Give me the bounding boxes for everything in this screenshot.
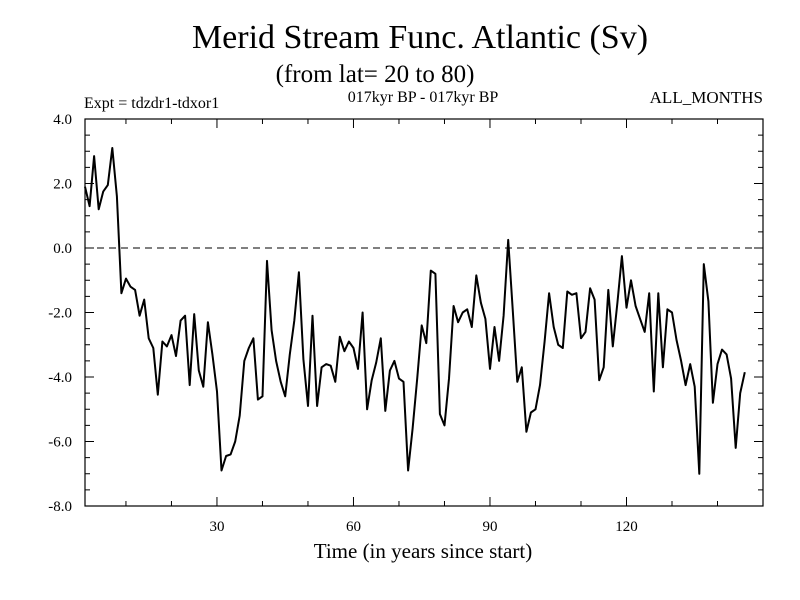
series-line (84, 147, 746, 475)
y-tick-label: 2.0 (53, 177, 72, 193)
y-tick-label: -8.0 (48, 499, 72, 515)
x-tick-label: 30 (209, 519, 224, 535)
x-tick-label: 60 (346, 519, 361, 535)
y-tick-label: -6.0 (48, 435, 72, 451)
months-label: ALL_MONTHS (650, 88, 763, 107)
x-tick-label: 120 (615, 519, 638, 535)
x-axis-label: Time (in years since start) (314, 539, 533, 563)
x-tick-label: 90 (482, 519, 497, 535)
y-tick-label: 0.0 (53, 241, 72, 257)
chart-title: Merid Stream Func. Atlantic (Sv) (192, 19, 648, 56)
chart-subtitle: (from lat= 20 to 80) (276, 61, 475, 88)
y-tick-label: -2.0 (48, 306, 72, 322)
plot-frame (84, 118, 764, 507)
y-tick-label: -4.0 (48, 370, 72, 386)
experiment-label: Expt = tdzdr1-tdxor1 (84, 95, 219, 112)
y-tick-label: 4.0 (53, 112, 72, 128)
period-label: 017kyr BP - 017kyr BP (348, 89, 499, 106)
